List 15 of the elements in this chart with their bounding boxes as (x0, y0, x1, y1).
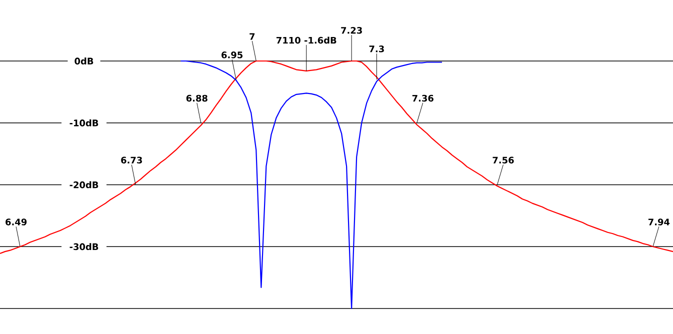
annotation: 7.94 (648, 218, 670, 226)
y-tick-label: 0dB (74, 58, 94, 64)
annotation: 7.36 (412, 94, 434, 102)
y-tick-label: -20dB (70, 181, 98, 188)
annotation: 7 (250, 33, 255, 40)
annotation: 7.23 (341, 26, 362, 34)
annotation: 7.3 (369, 46, 384, 52)
annotation: 6.49 (6, 218, 27, 226)
annotation: 7110 -1.6dB (276, 36, 336, 44)
annotation: 6.88 (186, 94, 208, 102)
y-tick-label: -10dB (70, 119, 98, 126)
annotation: 7.56 (492, 156, 514, 164)
y-tick-label: -30dB (70, 243, 98, 250)
annotation: 6.73 (121, 156, 142, 164)
annotation: 6.95 (222, 52, 242, 58)
